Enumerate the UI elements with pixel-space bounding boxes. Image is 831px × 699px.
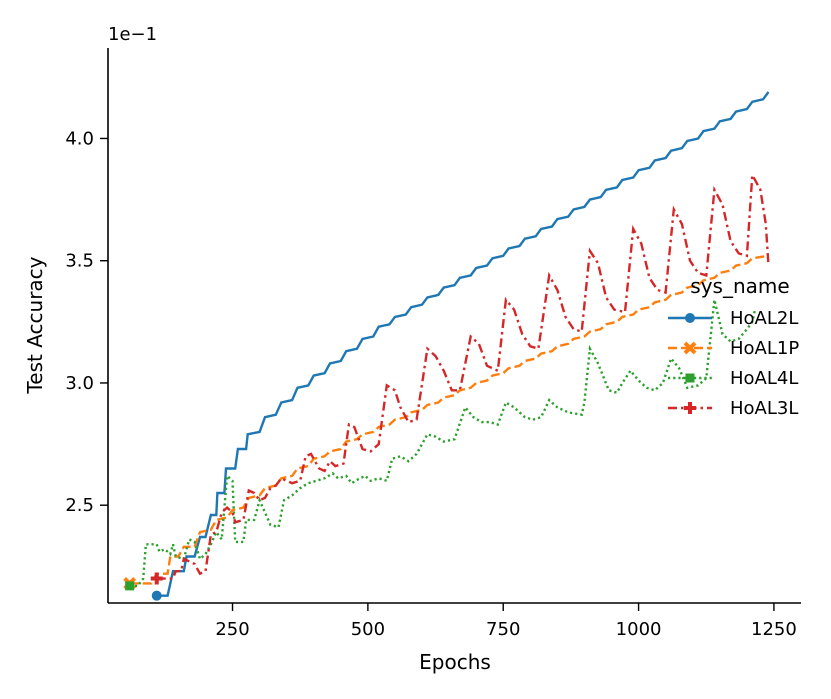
series-layer xyxy=(123,91,770,601)
series-line xyxy=(156,170,770,580)
series-line xyxy=(129,254,769,585)
x-tick-label: 250 xyxy=(215,619,249,640)
legend-label: HoAL4L xyxy=(730,368,798,389)
y-tick-label: 4.0 xyxy=(65,128,94,149)
series-start-marker xyxy=(125,581,135,591)
legend-marker xyxy=(683,341,697,355)
legend-label: HoAL1P xyxy=(730,338,799,359)
x-tick-label: 1000 xyxy=(616,619,662,640)
x-tick-label: 1250 xyxy=(751,619,797,640)
legend-entry: HoAL3L xyxy=(668,398,798,419)
series-line xyxy=(156,91,770,597)
series-start-marker xyxy=(150,572,163,585)
legend-label: HoAL2L xyxy=(730,308,798,329)
legend-entry: HoAL2L xyxy=(668,308,798,329)
x-axis: 250 500 750 1000 1250 Epochs xyxy=(108,602,801,674)
y-tick-label: 3.5 xyxy=(65,251,94,272)
x-tick-label: 500 xyxy=(351,619,385,640)
series-hoal2l xyxy=(151,91,770,601)
legend-entry: HoAL4L xyxy=(668,368,798,389)
legend-marker xyxy=(685,313,695,323)
y-ticks: 2.5 3.0 3.5 4.0 xyxy=(65,128,108,516)
series-hoal3l xyxy=(150,170,770,585)
series-hoal4l xyxy=(125,299,757,591)
y-tick-label: 3.0 xyxy=(65,373,94,394)
x-axis-label: Epochs xyxy=(419,650,491,674)
legend-marker xyxy=(685,373,695,383)
series-line xyxy=(129,299,757,588)
legend-label: HoAL3L xyxy=(730,398,798,419)
x-tick-label: 750 xyxy=(486,619,520,640)
y-tick-label: 2.5 xyxy=(65,495,94,516)
legend-title: sys_name xyxy=(690,274,789,298)
x-ticks: 250 500 750 1000 1250 xyxy=(215,603,797,640)
legend-entries: HoAL2L HoAL1P HoAL4L HoAL3L xyxy=(668,308,799,419)
y-offset-label: 1e−1 xyxy=(108,24,157,45)
legend: sys_name HoAL2L HoAL1P HoAL4L HoAL3L xyxy=(668,274,799,419)
y-axis: 2.5 3.0 3.5 4.0 Test Accuracy 1e−1 xyxy=(23,24,157,603)
legend-marker xyxy=(684,402,696,414)
y-axis-label: Test Accuracy xyxy=(23,256,47,394)
legend-entry: HoAL1P xyxy=(668,338,799,359)
series-start-marker xyxy=(151,590,162,601)
